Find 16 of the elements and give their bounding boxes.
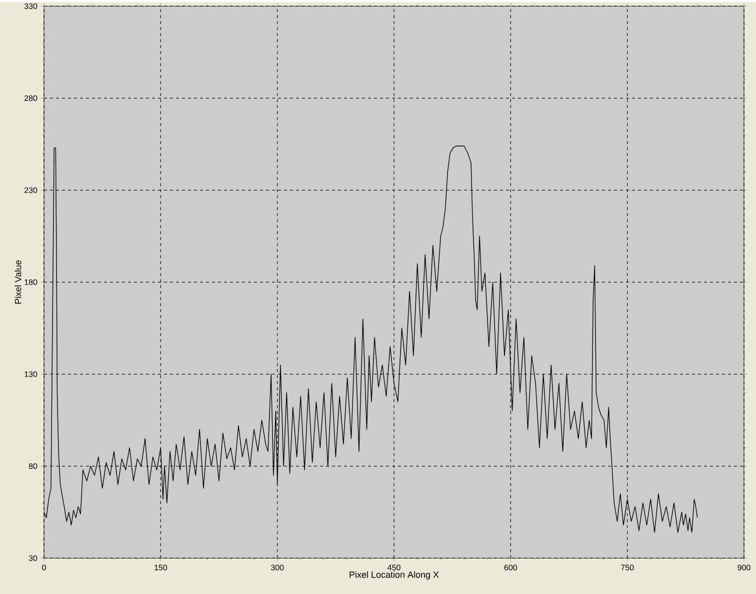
x-axis-title: Pixel Location Along X <box>350 571 439 580</box>
x-tick-label: 0 <box>42 564 46 570</box>
x-tick-label: 900 <box>738 564 750 570</box>
y-tick-label: 80 <box>28 463 38 469</box>
x-tick-label: 450 <box>388 564 400 570</box>
x-tick-label: 300 <box>270 564 284 570</box>
y-tick-label: 30 <box>28 555 38 561</box>
x-tick-label: 750 <box>621 564 634 570</box>
x-tick-label: 150 <box>154 564 168 570</box>
x-tick-label: 600 <box>504 564 518 570</box>
y-tick-label: 230 <box>24 187 38 193</box>
y-tick-label: 180 <box>24 279 38 285</box>
y-tick-label: 280 <box>24 95 38 101</box>
y-axis-title: Pixel Value <box>14 260 22 304</box>
y-tick-label: 330 <box>24 3 38 9</box>
y-tick-label: 130 <box>24 371 38 377</box>
